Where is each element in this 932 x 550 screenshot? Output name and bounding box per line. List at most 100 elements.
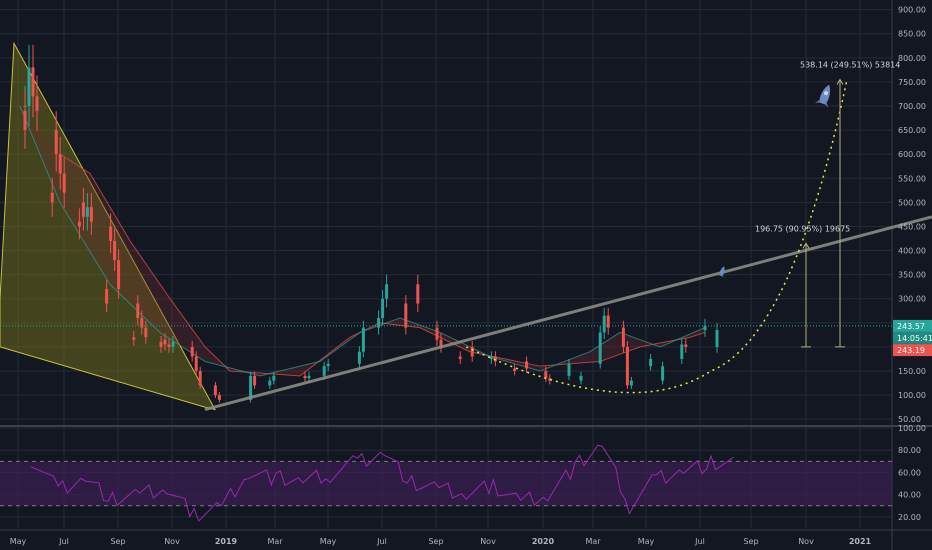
candle-body <box>404 303 408 328</box>
candle-body <box>253 375 257 386</box>
candle-body <box>58 154 62 174</box>
candle-body <box>190 346 194 357</box>
price-label-box <box>893 344 932 357</box>
candle-body <box>625 346 629 386</box>
candle-body <box>458 356 462 359</box>
ichimoku-span-b <box>59 153 706 377</box>
candle-body <box>322 366 326 376</box>
candle-body <box>140 318 144 328</box>
candle-body <box>703 325 707 331</box>
candle-body <box>629 380 633 386</box>
price-tick-label: 850.00 <box>898 30 926 39</box>
candle-body <box>602 315 606 333</box>
time-tick-label: Sep <box>110 537 125 546</box>
rocket-icon <box>815 84 831 108</box>
candle-body <box>85 207 89 217</box>
price-tick-label: 100.00 <box>898 391 926 400</box>
rsi-tick-label: 60.00 <box>898 468 921 477</box>
candle-body <box>661 366 665 381</box>
time-tick-label: Sep <box>428 537 443 546</box>
rsi-tick-label: 80.00 <box>898 446 921 455</box>
candle-body <box>303 375 307 379</box>
price-tick-label: 450.00 <box>898 222 926 231</box>
candle-body <box>606 315 610 328</box>
candle-body <box>385 284 389 299</box>
rsi-tick-label: 100.00 <box>898 424 926 433</box>
candle-body <box>361 327 365 352</box>
candle-body <box>326 363 330 367</box>
candle-body <box>513 368 517 371</box>
price-tick-label: 550.00 <box>898 174 926 183</box>
price-tick-label: 600.00 <box>898 150 926 159</box>
candle-body <box>50 192 54 203</box>
candle-body <box>35 96 39 111</box>
time-tick-label: Jul <box>58 537 69 546</box>
candle-body <box>105 289 109 304</box>
candle-body <box>217 395 221 400</box>
time-tick-label: 2020 <box>532 537 555 546</box>
candle-body <box>54 130 58 155</box>
candle-body <box>272 375 276 381</box>
candle-body <box>416 284 420 304</box>
price-tick-label: 350.00 <box>898 271 926 280</box>
last-price-label: 243.57 <box>897 322 925 331</box>
time-tick-label: May <box>320 537 337 546</box>
candle-body <box>435 327 439 340</box>
price-tick-label: 500.00 <box>898 198 926 207</box>
price-tick-label: 800.00 <box>898 54 926 63</box>
countdown-label: 14:05:41 <box>897 334 932 343</box>
candle-body <box>377 318 381 328</box>
price-tick-label: 750.00 <box>898 78 926 87</box>
price-tick-label: 300.00 <box>898 295 926 304</box>
candle-body <box>598 332 602 364</box>
candle-body <box>194 356 198 371</box>
candle-body <box>649 358 653 367</box>
candle-body <box>357 351 361 364</box>
price-label-box <box>893 319 932 332</box>
candle-body <box>579 375 583 381</box>
rocket-small-icon <box>717 266 725 278</box>
candle-body <box>171 342 175 347</box>
candle-body <box>132 337 136 340</box>
rsi-tick-label: 20.00 <box>898 513 921 522</box>
candle-body <box>23 110 27 131</box>
candle-body <box>77 221 81 227</box>
time-tick-label: Mar <box>267 537 283 546</box>
price-tick-label: 700.00 <box>898 102 926 111</box>
time-tick-label: 2021 <box>849 537 872 546</box>
candle-body <box>525 361 529 369</box>
time-tick-label: Nov <box>480 537 496 546</box>
candle-body <box>684 344 688 347</box>
time-tick-label: 2019 <box>215 537 238 546</box>
time-tick-label: Jul <box>694 537 705 546</box>
candle-body <box>113 240 117 261</box>
projection-arrowhead <box>836 78 844 85</box>
time-tick-label: May <box>10 537 27 546</box>
time-tick-label: Sep <box>743 537 758 546</box>
candle-body <box>307 375 311 379</box>
prev-price-label: 243.19 <box>897 346 925 355</box>
projection-label: 196.75 (90.95%) 19675 <box>755 224 850 233</box>
falling-wedge <box>0 41 216 411</box>
candle-body <box>31 67 35 97</box>
candle-body <box>680 344 684 359</box>
candle-body <box>81 202 85 217</box>
candle-body <box>198 371 202 386</box>
time-tick-label: Mar <box>585 537 601 546</box>
candle-body <box>621 327 625 347</box>
candle-body <box>381 298 385 318</box>
rsi-tick-label: 40.00 <box>898 491 921 500</box>
candle-body <box>268 380 272 386</box>
candle-body <box>249 375 253 400</box>
price-label-box <box>893 331 932 344</box>
candle-body <box>213 385 217 396</box>
price-tick-label: 150.00 <box>898 367 926 376</box>
price-tick-label: 400.00 <box>898 247 926 256</box>
candle-body <box>159 342 163 347</box>
candle-body <box>167 344 171 347</box>
projection-label: 538.14 (249.51%) 53814 <box>800 61 900 70</box>
price-tick-label: 650.00 <box>898 126 926 135</box>
candle-body <box>470 346 474 357</box>
